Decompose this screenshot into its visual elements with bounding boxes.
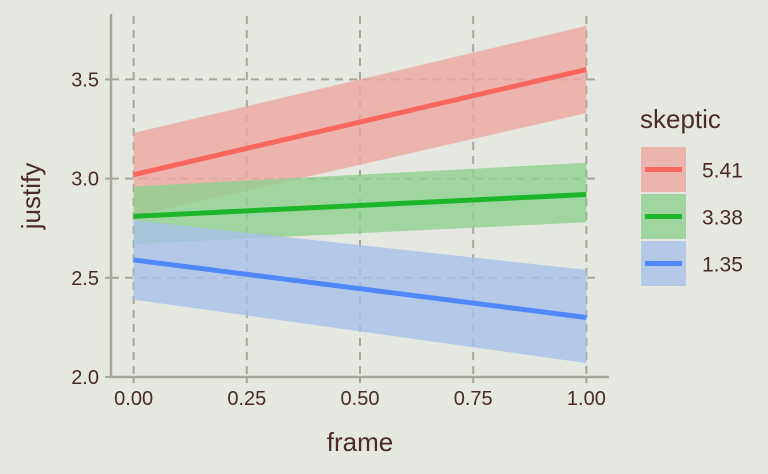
legend-label-0: 5.41 [702,160,743,183]
y-tick-label-2: 3.0 [71,169,99,191]
x-tick-label-4: 1.00 [567,388,606,410]
legend-label-1: 3.38 [702,207,743,230]
x-tick-label-2: 0.50 [341,388,380,410]
y-axis-title: justify [16,163,46,230]
x-tick-label-1: 0.25 [227,388,266,410]
legend-title: skeptic [640,104,721,134]
legend: skeptic 5.41 3.38 1.35 [640,104,743,286]
series-line-0 [133,67,587,178]
x-tick-label-0: 0.00 [114,388,153,410]
legend-items: 5.41 3.38 1.35 [641,147,743,286]
series-lines [133,67,587,320]
series-line-2 [133,257,587,320]
y-tick-label-3: 3.5 [71,69,99,91]
x-axis-title: frame [327,427,393,457]
x-tick-label-3: 0.75 [454,388,493,410]
confidence-band-2 [133,220,587,364]
y-tick-label-0: 2.0 [71,367,99,389]
tick-labels: 0.00 0.25 0.50 0.75 1.00 2.0 2.5 3.0 3.5 [71,69,606,410]
y-tick-label-1: 2.5 [71,268,99,290]
series-line-1 [133,191,587,219]
legend-label-2: 1.35 [702,254,743,277]
